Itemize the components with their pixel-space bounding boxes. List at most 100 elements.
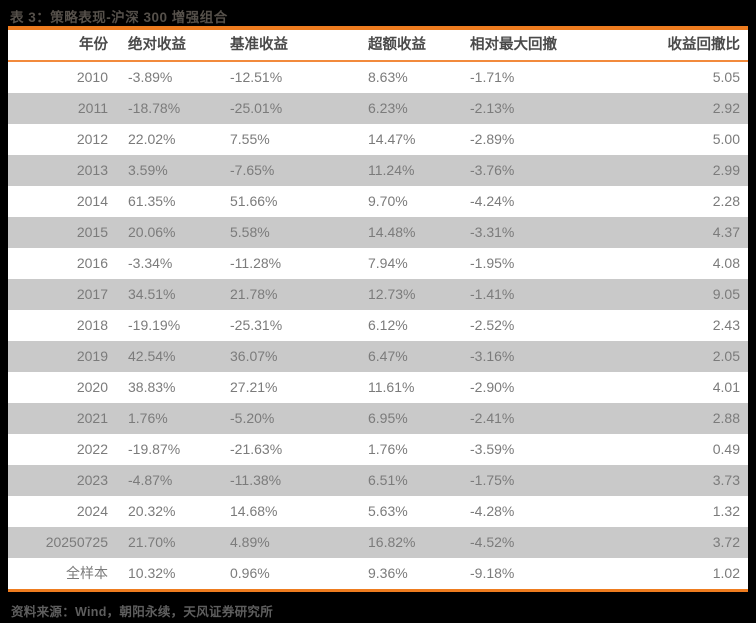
table-cell: -18.78%	[128, 100, 181, 116]
table-cell: 5.00	[712, 131, 740, 147]
table-cell: 6.12%	[368, 317, 408, 333]
table-cell: 2.88	[712, 410, 740, 426]
table-cell: 8.63%	[368, 69, 408, 85]
table-cell: -25.01%	[230, 100, 283, 116]
table-cell: 20.32%	[128, 503, 176, 519]
table-cell: 6.51%	[368, 472, 408, 488]
table-cell: 14.68%	[230, 503, 278, 519]
table-cell: 4.89%	[230, 534, 270, 550]
table-cell: 2024	[76, 503, 108, 519]
table-cell: 5.58%	[230, 224, 270, 240]
table-cell: 20250725	[45, 534, 108, 550]
table-cell: 1.02	[712, 565, 740, 581]
table-cell: 6.95%	[368, 410, 408, 426]
table-cell: 2018	[76, 317, 108, 333]
table-cell: 7.94%	[368, 255, 408, 271]
table-cell: 9.36%	[368, 565, 408, 581]
table-row: 2017 34.51% 21.78% 12.73% -1.41% 9.05	[8, 279, 748, 310]
table-cell: 全样本	[66, 565, 108, 581]
table-cell: 42.54%	[128, 348, 176, 364]
table-cell: 2010	[76, 69, 108, 85]
table-cell: -4.87%	[128, 472, 173, 488]
table-cell: -9.18%	[470, 565, 515, 581]
table-row: 20250725 21.70% 4.89% 16.82% -4.52% 3.72	[8, 527, 748, 558]
table-cell: 2012	[76, 131, 108, 147]
header-underline	[8, 60, 748, 62]
table-cell: 4.08	[712, 255, 740, 271]
table-cell: -3.16%	[470, 348, 515, 364]
table-cell: 1.76%	[368, 441, 408, 457]
table-cell: 12.73%	[368, 286, 416, 302]
table-top-border	[8, 26, 748, 30]
table-cell: 2022	[76, 441, 108, 457]
table-cell: 2021	[76, 410, 108, 426]
table-cell: 7.55%	[230, 131, 270, 147]
table-cell: -25.31%	[230, 317, 283, 333]
table-cell: -3.31%	[470, 224, 515, 240]
table-cell: -2.13%	[470, 100, 515, 116]
table-cell: 38.83%	[128, 379, 176, 395]
table-cell: 0.96%	[230, 565, 270, 581]
table-cell: -21.63%	[230, 441, 283, 457]
table-cell: -3.34%	[128, 255, 173, 271]
column-header-benchmark-return: 基准收益	[230, 37, 288, 53]
table-row: 2015 20.06% 5.58% 14.48% -3.31% 4.37	[8, 217, 748, 248]
table-cell: 2017	[76, 286, 108, 302]
table-cell: 6.47%	[368, 348, 408, 364]
column-header-relative-max-drawdown: 相对最大回撤	[470, 37, 557, 53]
table-cell: 34.51%	[128, 286, 176, 302]
table-cell: -19.87%	[128, 441, 181, 457]
table-cell: -12.51%	[230, 69, 283, 85]
table-cell: 51.66%	[230, 193, 278, 209]
table-cell: -2.41%	[470, 410, 515, 426]
table-row: 2022 -19.87% -21.63% 1.76% -3.59% 0.49	[8, 434, 748, 465]
table-cell: -1.75%	[470, 472, 515, 488]
table-cell: -2.89%	[470, 131, 515, 147]
table-cell: -5.20%	[230, 410, 275, 426]
column-header-year: 年份	[79, 37, 108, 53]
table-row: 2018 -19.19% -25.31% 6.12% -2.52% 2.43	[8, 310, 748, 341]
table-cell: 10.32%	[128, 565, 176, 581]
table-row: 2016 -3.34% -11.28% 7.94% -1.95% 4.08	[8, 248, 748, 279]
table-cell: 2014	[76, 193, 108, 209]
table-row: 2020 38.83% 27.21% 11.61% -2.90% 4.01	[8, 372, 748, 403]
column-header-absolute-return: 绝对收益	[128, 37, 186, 53]
table-row: 2012 22.02% 7.55% 14.47% -2.89% 5.00	[8, 124, 748, 155]
table-cell: 2023	[76, 472, 108, 488]
table-cell: 2.99	[712, 162, 740, 178]
table-cell: -4.52%	[470, 534, 515, 550]
table-cell: 0.49	[712, 441, 740, 457]
table-cell: 21.70%	[128, 534, 176, 550]
table-body: 2010 -3.89% -12.51% 8.63% -1.71% 5.05 2011 -18.…	[8, 62, 748, 589]
table-cell: -1.95%	[470, 255, 515, 271]
table-row: 2011 -18.78% -25.01% 6.23% -2.13% 2.92	[8, 93, 748, 124]
table-cell: 2.28	[712, 193, 740, 209]
table-cell: 3.59%	[128, 162, 168, 178]
table-cell: 11.61%	[368, 379, 415, 395]
table-cell: 3.73	[712, 472, 740, 488]
table-title: 表 3：策略表现-沪深 300 增强组合	[10, 10, 228, 25]
table-bottom-border	[8, 589, 748, 592]
table-cell: -3.89%	[128, 69, 173, 85]
performance-table: 年份 绝对收益 基准收益 超额收益 相对最大回撤 收益回撤比 2010 -3.89…	[8, 26, 748, 592]
table-cell: 16.82%	[368, 534, 416, 550]
table-cell: 14.48%	[368, 224, 416, 240]
table-cell: -1.41%	[470, 286, 515, 302]
table-cell: -2.90%	[470, 379, 515, 395]
table-cell: 14.47%	[368, 131, 416, 147]
table-row: 2014 61.35% 51.66% 9.70% -4.24% 2.28	[8, 186, 748, 217]
table-row: 2013 3.59% -7.65% 11.24% -3.76% 2.99	[8, 155, 748, 186]
table-cell: -11.28%	[230, 255, 282, 271]
table-cell: 9.70%	[368, 193, 408, 209]
source-note: 资料来源：Wind，朝阳永续，天风证券研究所	[11, 605, 274, 619]
table-cell: 1.76%	[128, 410, 168, 426]
table-cell: 61.35%	[128, 193, 176, 209]
table-cell: 2016	[76, 255, 108, 271]
table-cell: 5.05	[712, 69, 740, 85]
table-cell: 27.21%	[230, 379, 278, 395]
table-cell: -3.76%	[470, 162, 515, 178]
table-cell: 21.78%	[230, 286, 278, 302]
table-cell: 6.23%	[368, 100, 408, 116]
table-cell: -2.52%	[470, 317, 515, 333]
table-cell: 20.06%	[128, 224, 176, 240]
